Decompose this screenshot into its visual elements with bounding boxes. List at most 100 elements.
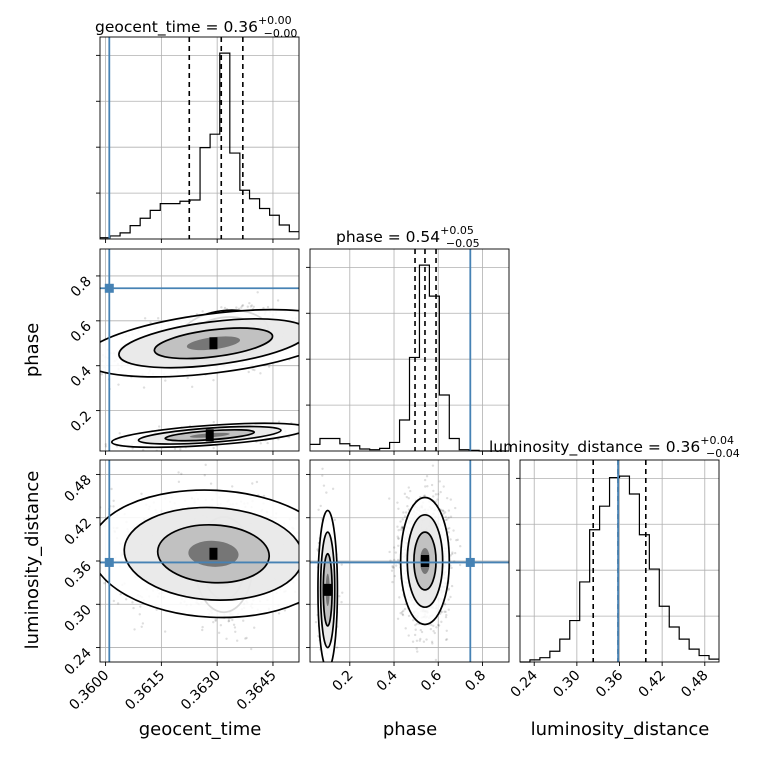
sample-point: [242, 619, 244, 621]
sample-point: [97, 543, 99, 545]
sample-point: [435, 493, 437, 495]
histogram-bar: [350, 446, 360, 451]
sample-point: [307, 575, 309, 577]
sample-point: [112, 500, 114, 502]
sample-point: [95, 372, 97, 374]
sample-point: [300, 353, 302, 355]
sample-point: [300, 333, 302, 335]
sample-point: [307, 430, 309, 432]
sample-point: [250, 648, 252, 650]
histogram-bar: [449, 438, 459, 451]
sample-point: [234, 631, 236, 633]
sample-point: [259, 372, 261, 374]
sample-point: [180, 473, 182, 475]
y-tick-label: 0.42: [61, 515, 94, 548]
y-tick-label: 0.30: [61, 602, 94, 635]
sample-point: [301, 346, 303, 348]
sample-point: [213, 421, 215, 423]
y-tick-label: 0.36: [61, 558, 94, 591]
sample-point: [423, 641, 425, 643]
sample-point: [141, 626, 143, 628]
sample-point: [177, 471, 179, 473]
histogram-bar: [439, 395, 449, 451]
sample-point: [228, 620, 230, 622]
histogram-bar: [240, 190, 250, 239]
sample-point: [398, 596, 400, 598]
sample-point: [178, 481, 180, 483]
histogram-bar: [270, 215, 280, 239]
sample-point: [301, 643, 303, 645]
sample-point: [307, 342, 309, 344]
sample-point: [21, 394, 23, 396]
density-peak-bin: [209, 548, 217, 560]
sample-point: [140, 493, 142, 495]
sample-point: [412, 619, 414, 621]
sample-point: [305, 330, 307, 332]
sample-point: [103, 582, 105, 584]
sample-point: [231, 485, 233, 487]
histogram-bar: [170, 204, 180, 239]
sample-point: [110, 488, 112, 490]
sample-point: [204, 474, 206, 476]
sample-point: [256, 481, 258, 483]
sample-point: [210, 482, 212, 484]
y-tick-label: 0.8: [68, 273, 95, 300]
sample-point: [113, 600, 115, 602]
sample-point: [187, 377, 189, 379]
histogram-bar: [210, 134, 220, 239]
histogram-bar: [279, 225, 289, 239]
sample-point: [436, 498, 438, 500]
sample-point: [87, 548, 89, 550]
sample-point: [251, 482, 253, 484]
sample-point: [432, 464, 434, 466]
sample-point: [119, 432, 121, 434]
sample-point: [201, 310, 203, 312]
sample-point: [94, 377, 96, 379]
sample-point: [82, 354, 84, 356]
sample-point: [112, 505, 114, 507]
histogram-bar: [140, 218, 150, 239]
sample-point: [225, 638, 227, 640]
y-tick-label: 0.48: [61, 472, 94, 505]
sample-point: [133, 628, 135, 630]
density-peak-bin: [209, 337, 217, 349]
histogram-bar: [330, 438, 340, 451]
histogram-bar: [390, 442, 400, 451]
sample-point: [268, 366, 270, 368]
sample-point: [432, 490, 434, 492]
sample-point: [131, 601, 133, 603]
sample-point: [220, 624, 222, 626]
sample-point: [97, 360, 99, 362]
sample-point: [218, 632, 220, 634]
histogram-bar: [260, 209, 270, 239]
sample-point: [101, 373, 103, 375]
sample-point: [96, 521, 98, 523]
histogram-bar: [200, 148, 210, 239]
sample-point: [212, 621, 214, 623]
sample-point: [302, 573, 304, 575]
sample-point: [164, 630, 166, 632]
histogram-bar: [160, 204, 170, 239]
sample-point: [201, 629, 203, 631]
sample-point: [245, 637, 247, 639]
sample-point: [36, 389, 38, 391]
sample-point: [220, 306, 222, 308]
sample-point: [68, 359, 70, 361]
sample-point: [224, 307, 226, 309]
sample-point: [214, 620, 216, 622]
histogram-bar: [120, 233, 130, 239]
sample-point: [445, 616, 447, 618]
sample-point: [67, 602, 69, 604]
histogram-bar: [320, 438, 330, 451]
sample-point: [85, 557, 87, 559]
sample-point: [278, 421, 280, 423]
sample-point: [304, 323, 306, 325]
sample-point: [303, 337, 305, 339]
sample-point: [389, 559, 391, 561]
sample-point: [395, 551, 397, 553]
sample-point: [306, 556, 308, 558]
sample-point: [267, 306, 269, 308]
